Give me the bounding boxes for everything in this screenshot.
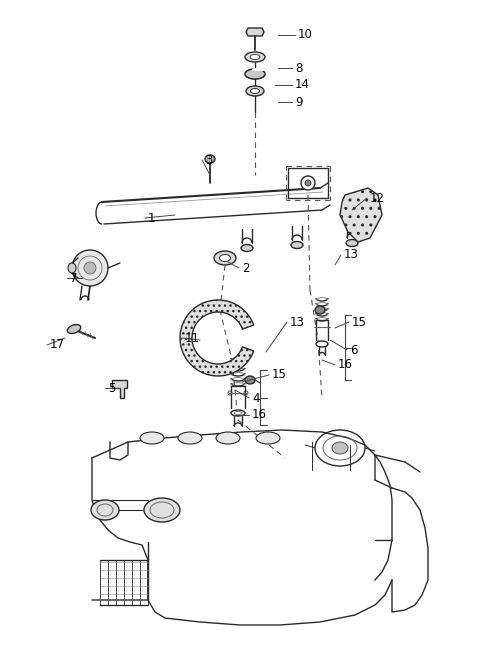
Ellipse shape [250, 54, 260, 60]
Text: 7: 7 [70, 272, 77, 285]
Text: 9: 9 [295, 96, 302, 109]
Ellipse shape [305, 180, 311, 186]
Ellipse shape [316, 341, 328, 347]
Ellipse shape [251, 89, 260, 94]
Polygon shape [340, 188, 382, 242]
Text: 3: 3 [205, 153, 212, 166]
Ellipse shape [245, 69, 265, 79]
Text: 2: 2 [242, 261, 250, 274]
Polygon shape [246, 28, 264, 36]
Ellipse shape [91, 500, 119, 520]
Text: 14: 14 [295, 78, 310, 91]
Ellipse shape [256, 432, 280, 444]
Ellipse shape [246, 86, 264, 96]
Text: 12: 12 [370, 192, 385, 204]
Text: 11: 11 [185, 331, 200, 344]
Ellipse shape [214, 251, 236, 265]
Ellipse shape [205, 155, 215, 163]
Ellipse shape [245, 376, 255, 384]
Text: 10: 10 [298, 28, 313, 41]
Text: 13: 13 [290, 316, 305, 329]
Ellipse shape [301, 176, 315, 190]
Text: 16: 16 [252, 408, 267, 421]
Ellipse shape [140, 432, 164, 444]
Text: 4: 4 [252, 391, 260, 404]
Ellipse shape [216, 432, 240, 444]
Text: 5: 5 [108, 382, 115, 395]
Ellipse shape [332, 442, 348, 454]
Ellipse shape [84, 262, 96, 274]
Text: 13: 13 [344, 248, 359, 261]
Text: 8: 8 [295, 61, 302, 74]
Ellipse shape [178, 432, 202, 444]
Ellipse shape [291, 241, 303, 248]
Polygon shape [180, 300, 254, 376]
Ellipse shape [241, 245, 253, 252]
Ellipse shape [219, 254, 230, 261]
Ellipse shape [315, 306, 325, 314]
Text: 6: 6 [350, 344, 358, 356]
Text: 1: 1 [148, 212, 156, 225]
Text: 17: 17 [50, 338, 65, 351]
Text: 15: 15 [272, 369, 287, 382]
Ellipse shape [68, 263, 76, 273]
Text: 16: 16 [338, 358, 353, 371]
Ellipse shape [245, 52, 265, 62]
Ellipse shape [231, 410, 245, 416]
Polygon shape [112, 380, 127, 398]
Ellipse shape [144, 498, 180, 522]
Text: 15: 15 [352, 316, 367, 329]
Ellipse shape [346, 239, 358, 247]
Ellipse shape [67, 325, 81, 333]
Ellipse shape [72, 250, 108, 286]
